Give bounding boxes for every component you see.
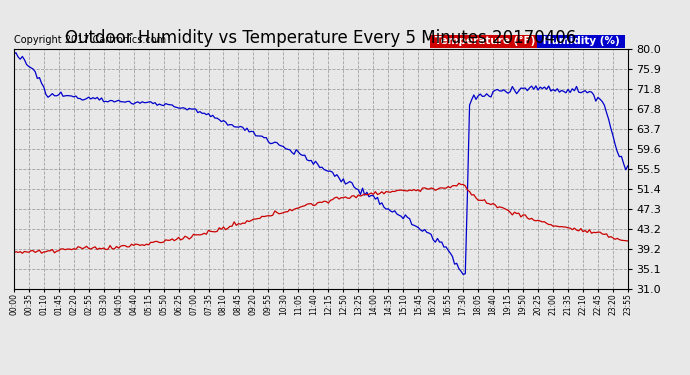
Text: Humidity (%): Humidity (%): [539, 36, 623, 46]
Text: Temperature (°F): Temperature (°F): [431, 36, 540, 46]
Title: Outdoor Humidity vs Temperature Every 5 Minutes 20170406: Outdoor Humidity vs Temperature Every 5 …: [66, 29, 576, 47]
Text: Copyright 2017 Cartronics.com: Copyright 2017 Cartronics.com: [14, 35, 166, 45]
